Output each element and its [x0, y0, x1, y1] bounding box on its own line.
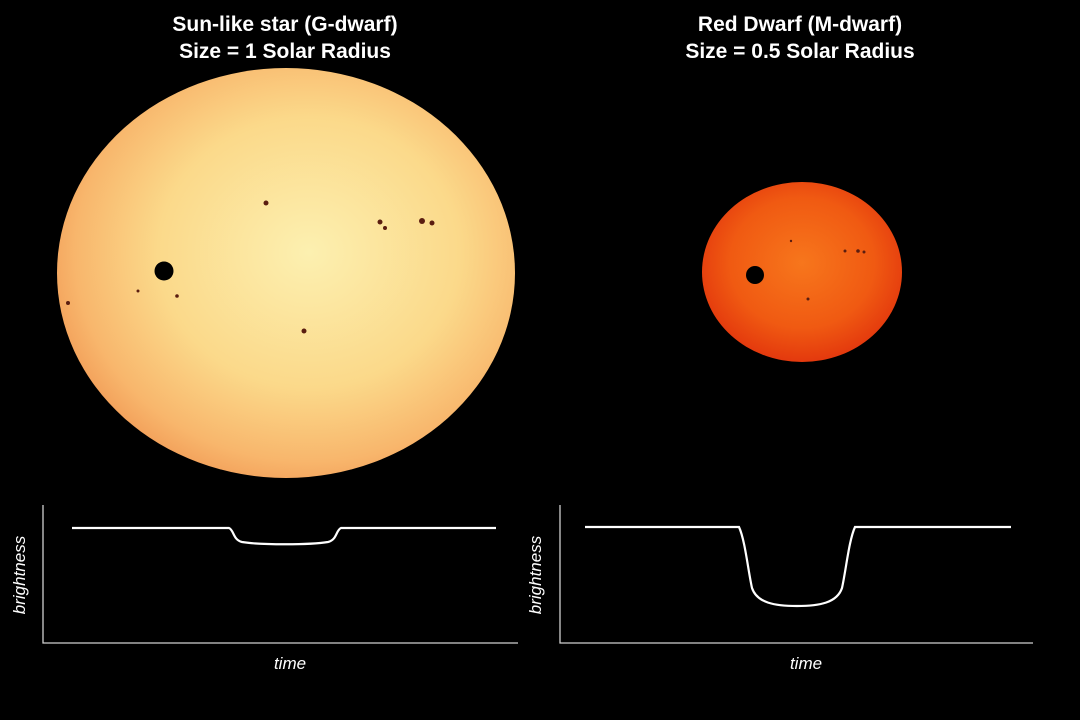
sunspot: [383, 226, 387, 230]
sunspot: [377, 219, 383, 225]
panel-subtitle: Size = 0.5 Solar Radius: [685, 40, 914, 63]
light-curve-panel: brightness time: [526, 505, 1033, 673]
sunspot: [843, 249, 847, 253]
sun-like-star: [57, 68, 515, 478]
panel-title: Sun-like star (G-dwarf): [172, 13, 397, 36]
x-axis-label: time: [274, 654, 306, 673]
axes: [559, 505, 1033, 644]
y-axis-label: brightness: [526, 535, 545, 614]
sunspot: [263, 200, 269, 206]
y-axis-label: brightness: [10, 535, 29, 614]
sunspot: [856, 249, 860, 253]
x-axis-label: time: [790, 654, 822, 673]
sunspot: [301, 328, 307, 334]
sunspot: [862, 250, 866, 254]
sunspot: [136, 289, 140, 293]
sunspot: [66, 301, 70, 305]
sunspot: [429, 220, 435, 226]
planet: [154, 261, 174, 281]
panel-title: Red Dwarf (M-dwarf): [698, 13, 902, 36]
panel-subtitle: Size = 1 Solar Radius: [179, 40, 391, 63]
light-curve: [585, 525, 1011, 608]
star-disk: [702, 182, 902, 362]
sunspot: [419, 218, 425, 224]
sunspot: [806, 297, 810, 301]
sunspot: [789, 239, 793, 243]
star-disk: [57, 68, 515, 478]
light-curve-panel: brightness time: [10, 505, 518, 673]
sunspot: [175, 294, 179, 298]
planet: [746, 266, 764, 284]
light-curve: [72, 526, 496, 546]
axes: [42, 505, 518, 644]
red-dwarf-star: [702, 182, 902, 362]
